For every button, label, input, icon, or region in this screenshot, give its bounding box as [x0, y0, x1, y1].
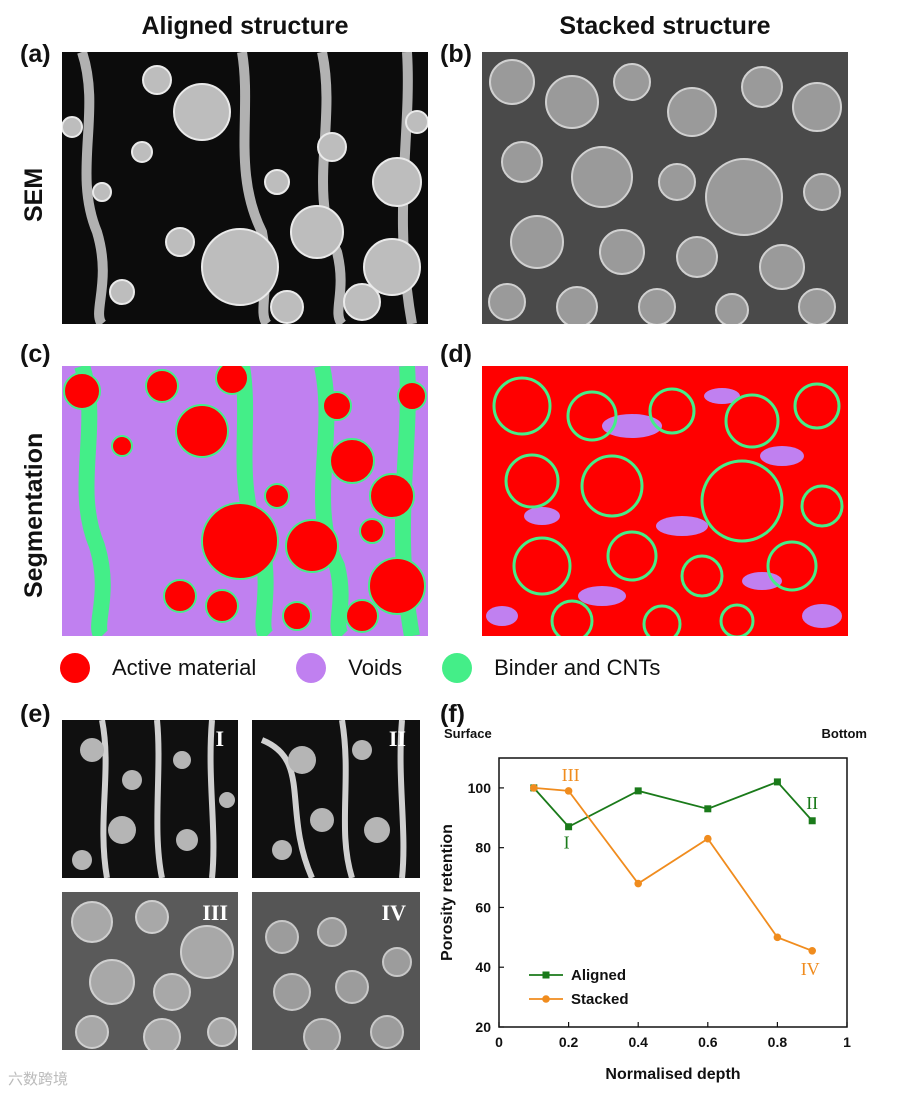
- y-tick-label: 100: [468, 780, 492, 796]
- data-point-stacked: [530, 784, 538, 792]
- data-point-stacked: [634, 879, 642, 888]
- inset-image-iv: IV: [252, 892, 420, 1050]
- legend-label-aligned: Aligned: [571, 967, 626, 984]
- inset-image-i: I: [62, 720, 238, 878]
- data-point-aligned: [565, 823, 573, 831]
- annotation-iii: III: [562, 765, 580, 785]
- data-point-aligned: [704, 805, 712, 813]
- sem-image-aligned: [62, 52, 428, 324]
- sem-image-stacked: [482, 52, 848, 324]
- panel-label-c: (c): [20, 340, 51, 368]
- annotation-ii: II: [806, 793, 818, 813]
- bottom-note: Bottom: [822, 726, 868, 741]
- data-point-stacked: [808, 946, 816, 955]
- y-tick-label: 80: [475, 840, 491, 856]
- legend-dot-icon: [60, 653, 90, 683]
- row-label-segmentation: Segmentation: [20, 432, 48, 598]
- legend-marker-aligned: [542, 971, 550, 979]
- segmentation-image-aligned: [62, 366, 428, 636]
- legend-label-stacked: Stacked: [571, 991, 629, 1008]
- legend-item-active-material: Active material: [60, 653, 256, 683]
- legend-item-binder: Binder and CNTs: [442, 653, 660, 683]
- data-point-aligned: [773, 778, 781, 786]
- data-point-stacked: [773, 933, 782, 942]
- legend-label: Voids: [348, 655, 403, 680]
- y-tick-label: 40: [475, 959, 491, 975]
- data-point-aligned: [634, 787, 642, 795]
- row-label-sem: SEM: [20, 167, 48, 222]
- y-tick-label: 20: [475, 1019, 491, 1035]
- segmentation-legend: Active material Voids Binder and CNTs: [60, 653, 860, 683]
- y-axis-label: Porosity retention: [439, 824, 456, 961]
- inset-label-ii: II: [388, 726, 406, 751]
- panel-label-b: (b): [440, 40, 472, 68]
- panel-label-f: (f): [440, 700, 465, 728]
- x-tick-label: 0.2: [559, 1034, 579, 1050]
- legend-dot-icon: [296, 653, 327, 683]
- x-tick-label: 1: [843, 1034, 851, 1050]
- panel-label-a: (a): [20, 40, 51, 68]
- legend-marker-stacked: [542, 995, 550, 1003]
- inset-label-iv: IV: [381, 900, 406, 925]
- legend-label: Binder and CNTs: [494, 655, 661, 680]
- series-line-stacked: [533, 786, 813, 952]
- column-title-stacked: Stacked structure: [559, 12, 771, 40]
- data-point-stacked: [564, 787, 573, 795]
- y-tick-label: 60: [475, 899, 491, 915]
- x-tick-label: 0.4: [628, 1034, 648, 1050]
- legend-item-voids: Voids: [296, 653, 402, 683]
- porosity-chart: 0 0.2 0.4 0.6 0.8 1 20 40 60 80 100 Normalised dept…: [439, 726, 868, 1083]
- inset-image-iii: III: [62, 892, 238, 1050]
- plot-frame: [498, 757, 848, 1028]
- x-axis-label: Normalised depth: [605, 1066, 740, 1083]
- legend-label: Active material: [112, 655, 257, 680]
- data-point-stacked: [704, 834, 712, 843]
- annotation-i: I: [564, 833, 570, 853]
- x-tick-label: 0.8: [768, 1034, 788, 1050]
- panel-label-e: (e): [20, 700, 51, 728]
- surface-note: Surface: [444, 726, 492, 741]
- series-line-aligned: [533, 780, 813, 828]
- x-tick-label: 0.6: [698, 1034, 718, 1050]
- inset-label-i: I: [215, 726, 224, 751]
- annotation-iv: IV: [801, 959, 820, 979]
- column-title-aligned: Aligned structure: [141, 12, 349, 40]
- segmentation-image-stacked: [482, 366, 848, 636]
- legend-dot-icon: [442, 653, 473, 683]
- x-tick-label: 0: [495, 1034, 503, 1050]
- inset-image-ii: II: [252, 720, 420, 878]
- data-point-aligned: [808, 817, 816, 825]
- panel-label-d: (d): [440, 340, 472, 368]
- inset-label-iii: III: [202, 900, 228, 925]
- watermark: 六数跨境: [8, 1071, 69, 1088]
